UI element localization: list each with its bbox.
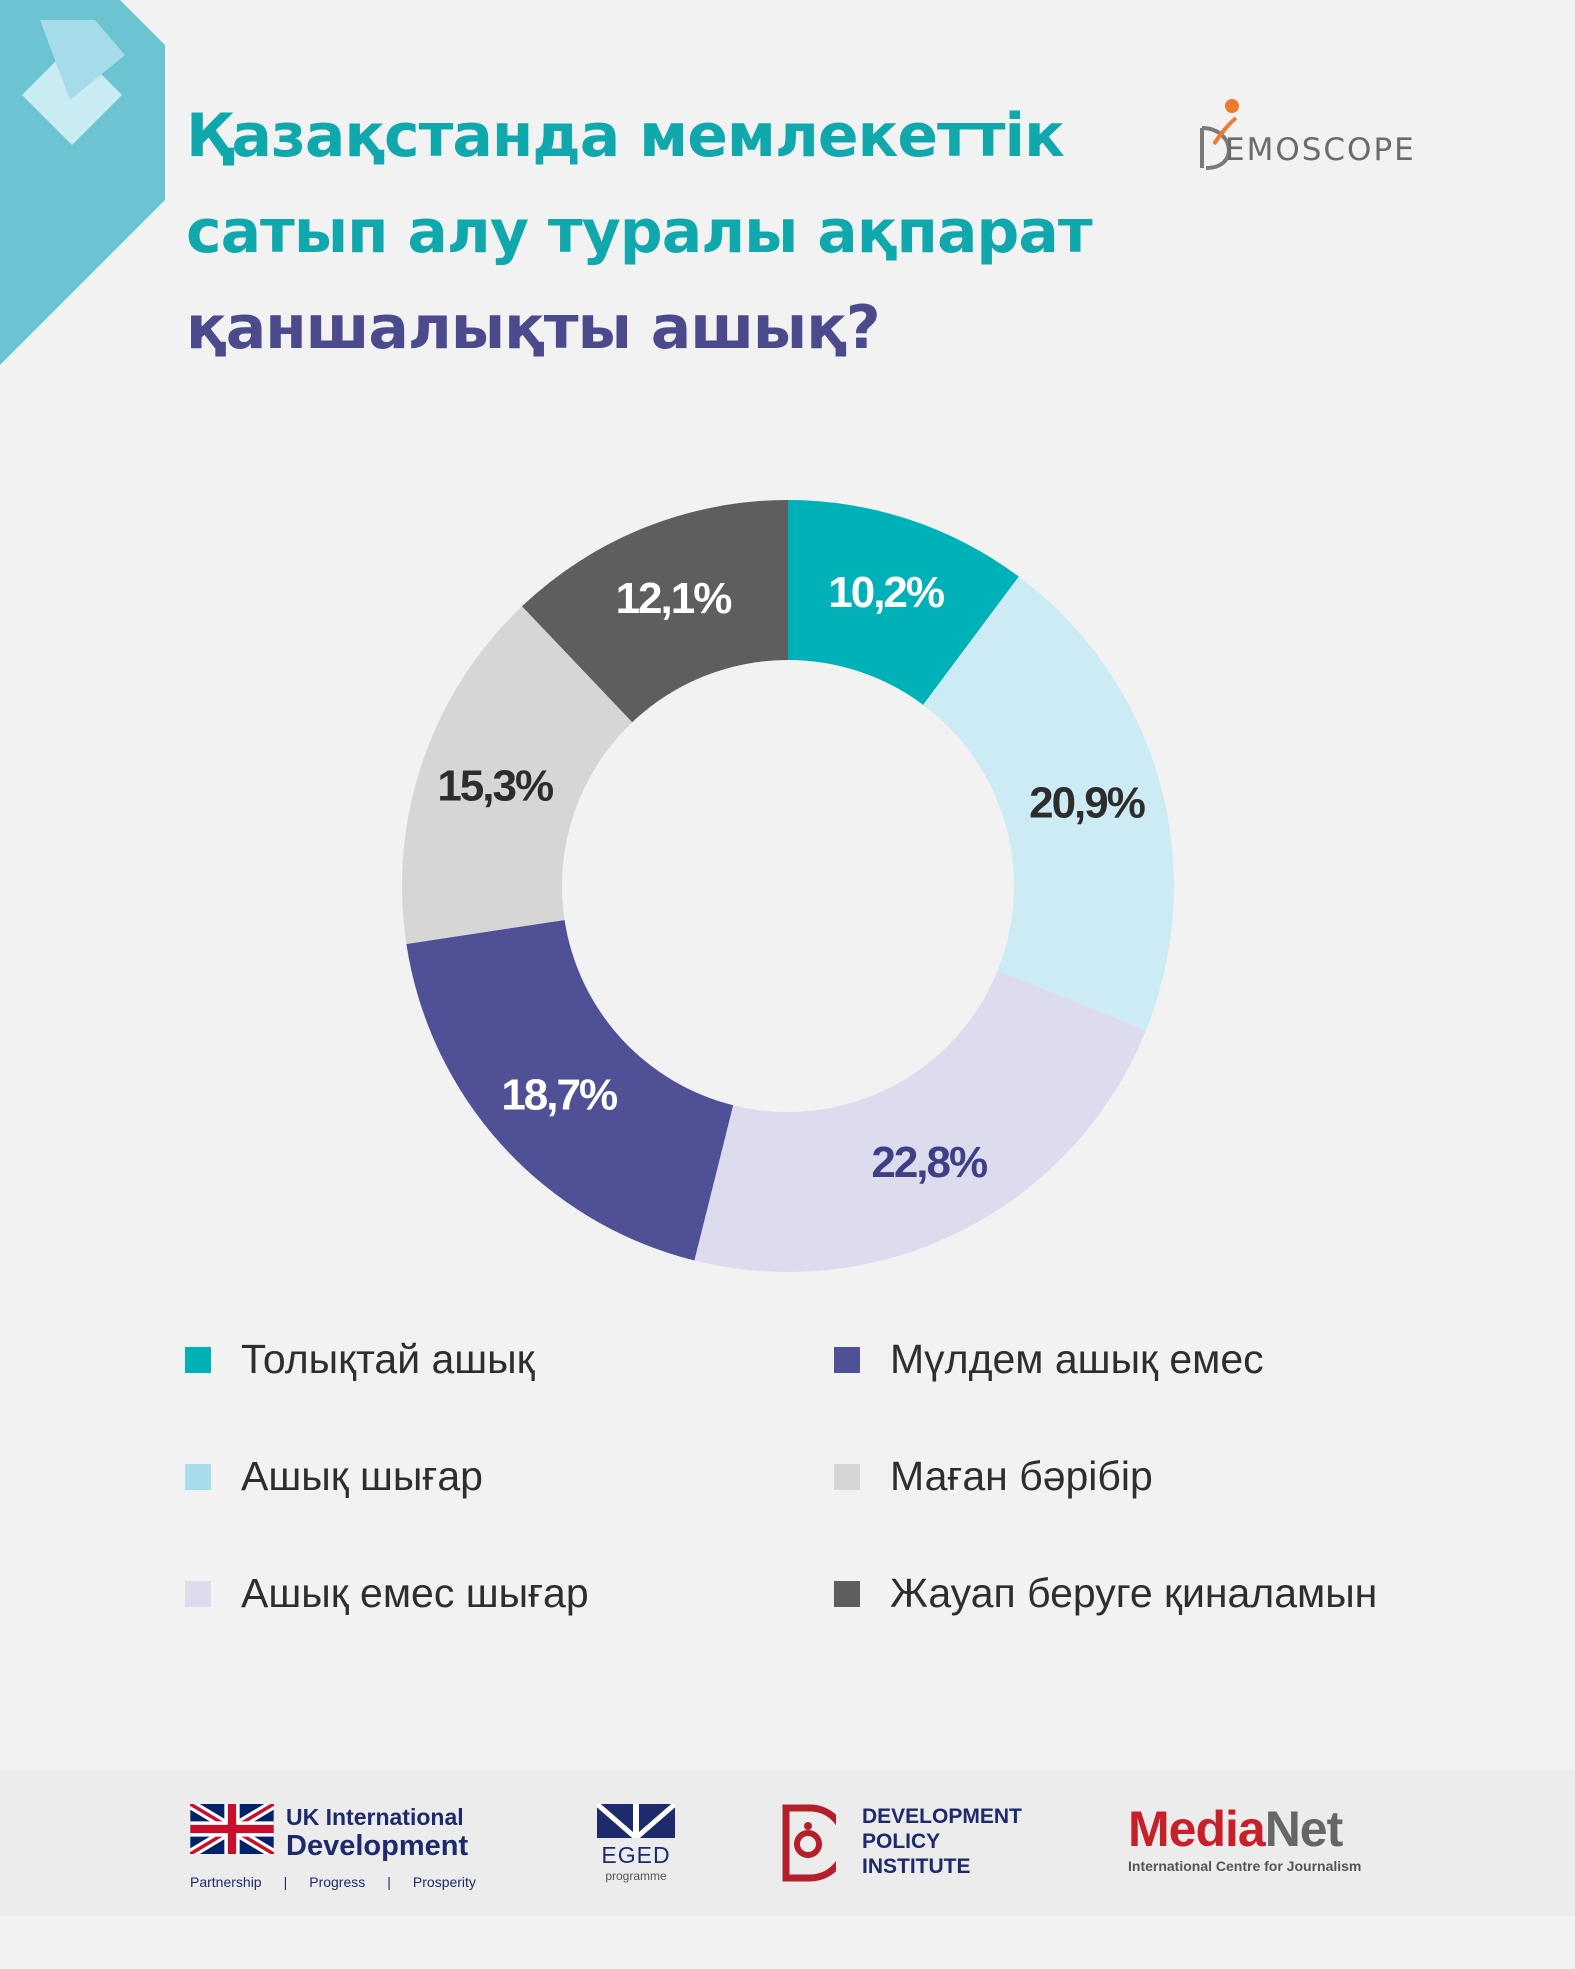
legend-swatch-5 — [834, 1463, 860, 1490]
dpi-mark-icon — [782, 1804, 836, 1882]
slice-2 — [923, 576, 1174, 1031]
eged-name: EGED — [601, 1842, 671, 1868]
legend-swatch-2 — [185, 1463, 211, 1490]
slice-label-2: 20,9% — [1029, 778, 1145, 827]
eged-logo: EGED programme — [595, 1802, 677, 1883]
legend-label-3: Ашық емес шығар — [241, 1570, 589, 1616]
eged-sub: programme — [605, 1869, 667, 1883]
brand-name: EMOSCOPE — [1225, 132, 1416, 168]
medianet-wordmark: MediaNet — [1128, 1800, 1361, 1858]
legend-swatch-3 — [185, 1580, 211, 1607]
title-line-2: сатып алу туралы ақпарат — [186, 197, 1093, 267]
slice-1 — [788, 500, 1019, 705]
title-line-1: Қазақстанда мемлекеттік — [186, 101, 1065, 171]
slice-label-3: 22,8% — [871, 1138, 987, 1187]
corner-decoration — [0, 0, 165, 365]
medianet-sub: International Centre for Journalism — [1128, 1858, 1362, 1874]
medianet-net: Net — [1264, 1801, 1344, 1857]
legend-item-2: Ашық шығар — [185, 1453, 483, 1500]
legend-item-1: Толықтай ашық — [185, 1336, 535, 1383]
legend-swatch-4 — [834, 1346, 860, 1373]
slice-6 — [522, 499, 788, 723]
medianet-logo: MediaNet International Centre for Journa… — [1128, 1800, 1361, 1874]
legend-label-2: Ашық шығар — [241, 1453, 483, 1499]
slice-label-6: 12,1% — [616, 574, 732, 623]
legend-item-5: Маған бәрібір — [834, 1453, 1153, 1500]
dpi-line-1: DEVELOPMENT — [862, 1805, 1022, 1828]
demoscope-mark-icon — [1200, 99, 1239, 170]
slice-5 — [401, 606, 633, 944]
uk-line-1: UK International — [286, 1804, 464, 1830]
uk-line-2: Development — [286, 1830, 469, 1862]
uk-tagline: Partnership | Progress | Prosperity — [190, 1874, 476, 1890]
chart-title: Қазақстанда мемлекеттік сатып алу туралы… — [186, 88, 1146, 376]
title-line-3: қаншалықты ашық? — [186, 293, 881, 363]
slice-3 — [694, 970, 1146, 1272]
legend-item-6: Жауап беруге қиналамын — [834, 1570, 1377, 1617]
dpi-line-3: INSTITUTE — [862, 1855, 971, 1878]
legend-label-6: Жауап беруге қиналамын — [890, 1570, 1378, 1616]
legend-label-5: Маған бәрібір — [890, 1453, 1153, 1499]
slice-label-5: 15,3% — [437, 762, 553, 811]
legend-swatch-6 — [834, 1580, 860, 1607]
slice-label-4: 18,7% — [501, 1071, 617, 1120]
slice-4 — [406, 919, 734, 1261]
dpi-line-2: POLICY — [862, 1830, 941, 1853]
union-flag-icon — [190, 1804, 274, 1854]
footer-partners: UK International Development Partnership… — [0, 1770, 1575, 1916]
legend-item-4: Мүлдем ашық емес — [834, 1336, 1264, 1383]
legend-item-3: Ашық емес шығар — [185, 1570, 589, 1617]
legend-label-4: Мүлдем ашық емес — [890, 1336, 1264, 1382]
legend-swatch-1 — [185, 1346, 211, 1373]
demoscope-logo: EMOSCOPE — [1192, 96, 1452, 176]
legend-label-1: Толықтай ашық — [241, 1336, 535, 1382]
slice-label-1: 10,2% — [828, 568, 944, 617]
eged-flag-icon — [595, 1802, 677, 1842]
medianet-media: Media — [1128, 1801, 1266, 1857]
